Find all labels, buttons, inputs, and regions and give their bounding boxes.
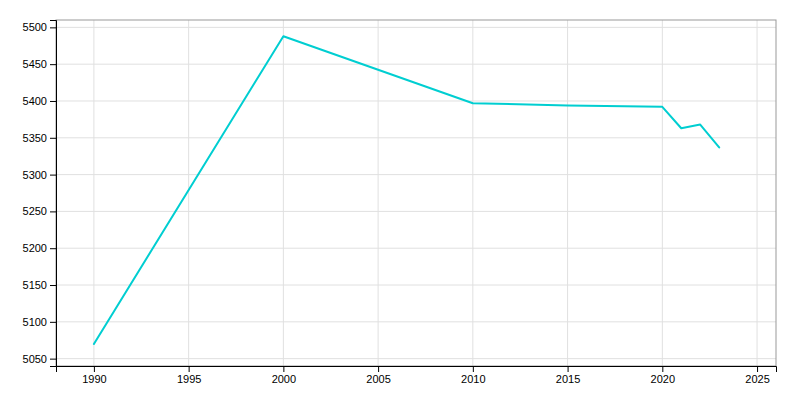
tick: 5400 [23, 95, 56, 107]
marks [94, 36, 719, 344]
chart: 1990 1995 2000 2005 2010 2015 2020 2025 5050 5100… [0, 0, 800, 400]
tick-label: 5100 [23, 316, 47, 328]
tick-label: 2000 [272, 373, 296, 385]
tick: 2010 [461, 366, 485, 385]
tick-label: 2005 [366, 373, 390, 385]
tick: 5500 [23, 21, 56, 33]
axis-line [57, 367, 777, 373]
tick-mark [189, 366, 190, 372]
tick-label: 1990 [82, 373, 106, 385]
tick: 2005 [366, 366, 390, 385]
tick-label: 5300 [23, 169, 47, 181]
plot: 1990 1995 2000 2005 2010 2015 2020 2025 5050 5100… [23, 20, 777, 385]
grid-line-y [56, 321, 776, 322]
tick-mark [757, 366, 758, 372]
tick-label: 5050 [23, 353, 47, 365]
tick-mark [50, 211, 56, 212]
tick-label: 2025 [745, 373, 769, 385]
tick: 2020 [651, 366, 675, 385]
grid-line-y [56, 211, 776, 212]
grid-line-y [56, 100, 776, 101]
grid-line-x [662, 20, 663, 366]
tick-label: 1995 [177, 373, 201, 385]
tick-label: 5150 [23, 279, 47, 291]
tick-label: 2020 [651, 373, 675, 385]
grid-line-x [283, 20, 284, 366]
tick-mark [50, 285, 56, 286]
tick-mark [568, 366, 569, 372]
grid-line-y [56, 137, 776, 138]
tick-mark [94, 366, 95, 372]
tick-mark [50, 138, 56, 139]
tick-label: 5450 [23, 58, 47, 70]
grid-line-y [56, 27, 776, 28]
tick-mark [473, 366, 474, 372]
tick: 1990 [82, 366, 106, 385]
grid-line-x [472, 20, 473, 366]
tick: 5200 [23, 242, 56, 254]
grid-line-y [56, 358, 776, 359]
tick-label: 5200 [23, 242, 47, 254]
grid-line-x [378, 20, 379, 366]
tick-mark [50, 64, 56, 65]
line [94, 36, 719, 344]
grid [56, 20, 776, 366]
tick-mark [283, 366, 284, 372]
tick-mark [662, 366, 663, 372]
grid-line-x [567, 20, 568, 366]
tick-mark [50, 101, 56, 102]
tick: 5150 [23, 279, 56, 291]
tick: 5050 [23, 353, 56, 365]
tick-label: 5250 [23, 205, 47, 217]
tick: 2000 [272, 366, 296, 385]
tick: 2025 [745, 366, 769, 385]
grid-line-y [56, 285, 776, 286]
tick-label: 5400 [23, 95, 47, 107]
grid-line-x [757, 20, 758, 366]
tick-label: 5500 [23, 21, 47, 33]
grid-line-y [56, 64, 776, 65]
grid-line-x [188, 20, 189, 366]
tick-mark [50, 175, 56, 176]
y-axis: 5050 5100 5150 5200 5250 5300 5350 5400 5450 5500 [23, 21, 57, 367]
tick: 5250 [23, 205, 56, 217]
axis-line [50, 21, 57, 367]
x-axis: 1990 1995 2000 2005 2010 2015 2020 2025 [57, 366, 777, 385]
plot-frame [56, 20, 776, 366]
tick-mark [50, 27, 56, 28]
tick-mark [50, 248, 56, 249]
grid-line-y [56, 174, 776, 175]
tick: 2015 [556, 366, 580, 385]
tick: 5350 [23, 132, 56, 144]
tick-mark [378, 366, 379, 372]
tick: 1995 [177, 366, 201, 385]
tick-mark [50, 359, 56, 360]
grid-line-y [56, 248, 776, 249]
tick-mark [50, 322, 56, 323]
tick: 5450 [23, 58, 56, 70]
tick-label: 2010 [461, 373, 485, 385]
tick: 5300 [23, 169, 56, 181]
tick: 5100 [23, 316, 56, 328]
tick-label: 5350 [23, 132, 47, 144]
tick-label: 2015 [556, 373, 580, 385]
grid-line-x [93, 20, 94, 366]
